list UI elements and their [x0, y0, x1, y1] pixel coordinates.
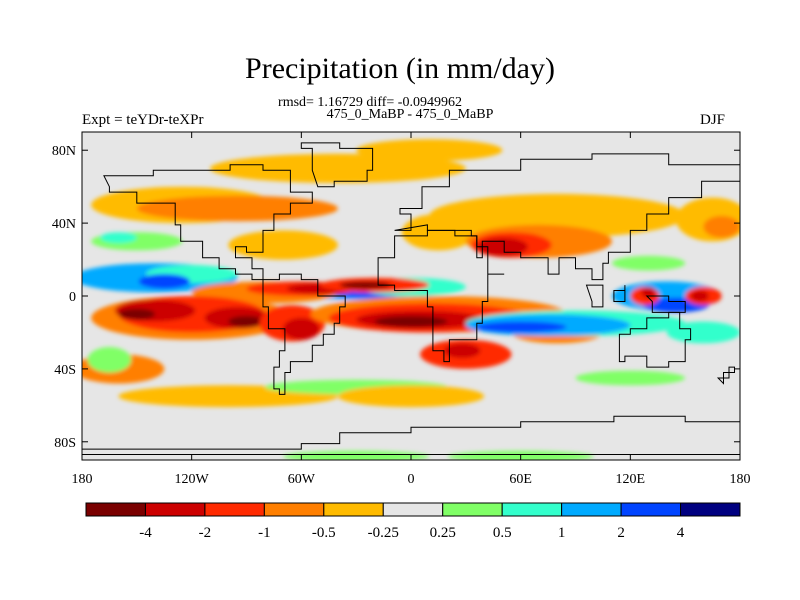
precip-contour — [136, 195, 338, 222]
precip-contour — [337, 385, 485, 408]
precip-contour — [476, 237, 528, 256]
precip-contour — [666, 321, 740, 344]
y-tick-label: 0 — [69, 290, 76, 305]
colorbar-swatch — [442, 502, 503, 517]
colorbar-swatch — [85, 502, 146, 517]
precip-contour — [443, 343, 481, 359]
experiment-label: Expt = teYDr-teXPr — [82, 112, 204, 128]
y-tick-label: 80S — [54, 436, 76, 451]
continent-outline — [394, 153, 740, 281]
precip-contour — [641, 286, 656, 298]
y-tick-label: 40S — [54, 363, 76, 378]
precip-contour — [118, 308, 156, 320]
continent-outline — [262, 273, 346, 395]
colorbar-label: -0.5 — [312, 525, 336, 541]
colorbar-label: 0.25 — [430, 525, 456, 541]
precip-contour — [138, 274, 190, 289]
colorbar-swatch — [263, 502, 325, 517]
precip-contour — [374, 316, 448, 327]
colorbar-swatch — [382, 502, 444, 517]
y-axis: 80N 40N 0 40S 80S — [52, 144, 740, 451]
colorbar: -4 -2 -1 -0.5 -0.25 0.25 0.5 1 2 4 — [85, 502, 741, 541]
precip-contour — [87, 347, 132, 373]
precip-field — [82, 139, 740, 460]
x-tick-label: 120E — [616, 472, 646, 487]
precip-contour — [228, 316, 265, 327]
continent-outline — [300, 142, 374, 188]
colorbar-swatch — [323, 502, 384, 517]
precip-contour — [100, 232, 137, 244]
continent-outline — [716, 366, 735, 385]
continent-outline — [585, 284, 604, 308]
colorbar-label: 4 — [677, 525, 685, 541]
stats-line: rmsd= 1.16729 diff= -0.0949962 — [278, 95, 462, 110]
continent-outline — [645, 295, 686, 313]
colorbar-swatch — [680, 502, 741, 517]
precip-contour — [429, 193, 686, 238]
colorbar-swatch — [204, 502, 265, 517]
colorbar-swatch — [501, 502, 563, 517]
continent-outline — [618, 311, 692, 368]
continent-outline — [103, 164, 313, 281]
precip-contour — [283, 450, 430, 460]
experiment-names: 475_0_MaBP - 475_0_MaBP — [326, 107, 494, 122]
precip-contour — [690, 290, 709, 302]
coastline — [82, 142, 740, 455]
chart-title: Precipitation (in mm/day) — [245, 52, 555, 85]
colorbar-label: -0.25 — [368, 525, 399, 541]
continent-outline — [613, 285, 626, 302]
precip-contour — [703, 215, 740, 238]
x-tick-label: 0 — [408, 472, 415, 487]
x-tick-label: 180 — [730, 472, 751, 487]
continent-outline — [82, 415, 740, 455]
colorbar-swatch — [561, 502, 622, 517]
colorbar-label: -1 — [258, 525, 271, 541]
colorbar-swatch — [144, 502, 206, 517]
x-tick-label: 180 — [72, 472, 93, 487]
precip-contour — [283, 317, 320, 340]
colorbar-label: 2 — [617, 525, 625, 541]
x-tick-label: 60E — [509, 472, 532, 487]
x-tick-label: 60W — [288, 472, 316, 487]
precip-contour — [210, 153, 466, 183]
colorbar-label: 0.5 — [493, 525, 512, 541]
precip-contour — [475, 321, 567, 333]
colorbar-label: -2 — [199, 525, 212, 541]
season-label: DJF — [700, 112, 726, 128]
y-tick-label: 80N — [52, 144, 76, 159]
y-tick-label: 40N — [52, 217, 76, 232]
precip-contour — [575, 370, 686, 386]
colorbar-swatch — [620, 502, 682, 517]
colorbar-label: -4 — [139, 525, 152, 541]
continent-outline — [377, 229, 505, 363]
precip-contour — [228, 230, 338, 260]
x-axis: 180 120W 60W 0 60E 120E 180 — [72, 132, 751, 487]
precip-contour — [612, 255, 686, 271]
precip-contour — [356, 139, 503, 162]
x-tick-label: 120W — [175, 472, 210, 487]
colorbar-label: 1 — [558, 525, 566, 541]
